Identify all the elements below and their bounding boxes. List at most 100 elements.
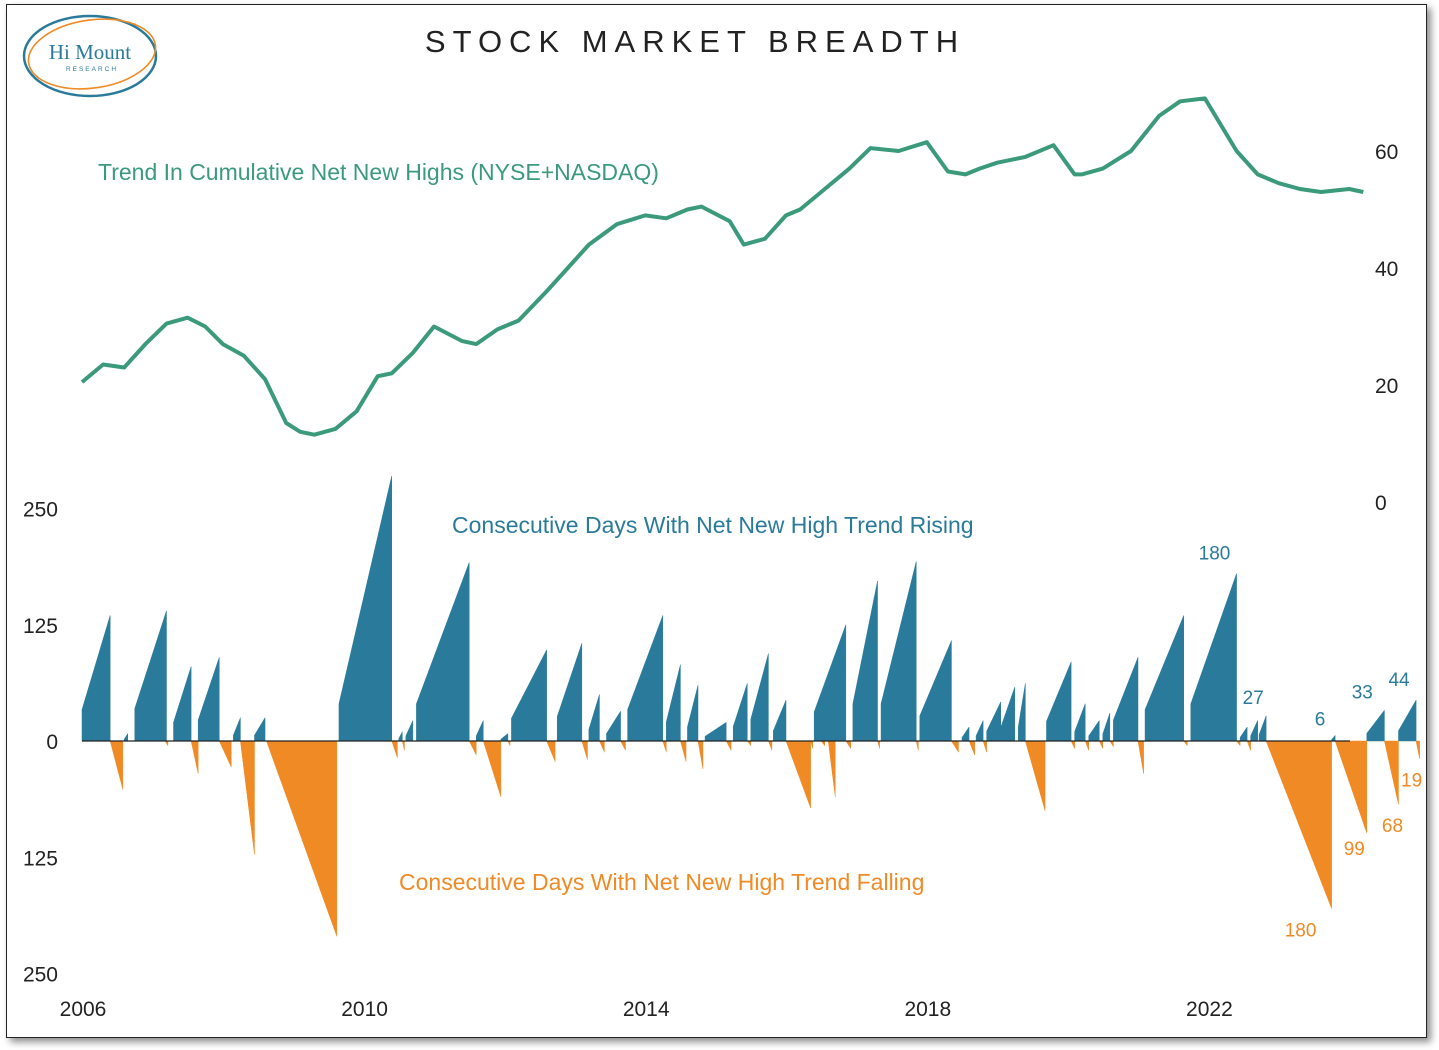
falling-run-24 [827, 740, 836, 797]
falling-run-17 [697, 740, 704, 769]
rising-run-27 [919, 640, 952, 742]
rising-run-31 [1000, 686, 1016, 742]
falling-run-0 [109, 740, 124, 790]
falling-run-14 [620, 740, 626, 751]
falling-run-31 [1025, 740, 1046, 811]
left-tick-3: 125 [23, 847, 58, 870]
rising-label-27: 27 [1243, 688, 1264, 709]
left-tick-2: 0 [46, 731, 58, 754]
falling-run-3 [218, 740, 232, 768]
falling-run-41 [1334, 740, 1368, 834]
falling-run-19 [746, 740, 752, 747]
rising-run-37 [1113, 657, 1139, 742]
falling-run-30 [982, 740, 987, 753]
rising-run-40 [1239, 726, 1248, 742]
falling-label-68: 68 [1382, 816, 1403, 837]
falling-run-1 [164, 740, 169, 747]
rising-run-35 [1088, 719, 1100, 742]
falling-run-35 [1109, 740, 1114, 748]
falling-run-29 [968, 740, 975, 756]
rising-run-9 [405, 720, 414, 742]
falling-run-7 [402, 740, 405, 751]
left-tick-1: 125 [23, 615, 58, 638]
rising-run-6 [254, 716, 266, 742]
rising-run-22 [750, 653, 769, 742]
logo-subtext: RESEARCH [66, 66, 118, 73]
falling-run-42 [1384, 740, 1399, 805]
rising-run-39 [1190, 573, 1237, 742]
falling-label-99: 99 [1344, 839, 1365, 860]
falling-run-6 [391, 740, 398, 758]
falling-run-36 [1137, 740, 1144, 774]
rising-run-1 [123, 732, 129, 742]
falling-series-label: Consecutive Days With Net New High Trend… [399, 869, 924, 895]
logo-ring-blue [22, 14, 158, 98]
falling-run-10 [507, 740, 511, 746]
falling-run-4 [240, 740, 255, 855]
rising-run-41 [1250, 720, 1258, 742]
rising-run-8 [398, 731, 403, 742]
rising-run-14 [556, 643, 583, 742]
falling-run-38 [1236, 740, 1241, 747]
rising-run-2 [134, 610, 167, 742]
rising-run-30 [986, 701, 1001, 742]
rising-run-17 [627, 615, 664, 742]
rising-run-0 [81, 615, 111, 742]
chart-frame [6, 4, 1427, 1038]
days-bars [81, 475, 1420, 937]
rising-run-13 [511, 649, 547, 742]
rising-run-32 [1018, 683, 1026, 742]
rising-label-180: 180 [1199, 544, 1231, 565]
rising-run-20 [704, 721, 727, 742]
right-tick-20: 20 [1375, 375, 1398, 398]
falling-run-26 [877, 740, 880, 749]
rising-run-18 [666, 664, 681, 742]
left-tick-0: 250 [23, 499, 58, 522]
rising-run-19 [687, 685, 699, 742]
rising-run-16 [606, 710, 621, 742]
right-tick-60: 60 [1375, 141, 1398, 164]
logo-text: Hi Mount [49, 40, 131, 64]
rising-series-label: Consecutive Days With Net New High Trend… [452, 512, 974, 538]
point-labels: 180 27 6 33 44 180 99 68 19 [1199, 544, 1423, 942]
rising-run-15 [588, 694, 600, 742]
falling-run-13 [599, 740, 605, 753]
x-tick-2022: 2022 [1186, 998, 1233, 1021]
rising-label-6: 6 [1315, 709, 1326, 730]
rising-run-5 [233, 717, 241, 742]
x-tick-2014: 2014 [623, 998, 670, 1021]
rising-run-3 [173, 666, 192, 742]
falling-run-5 [266, 740, 338, 937]
falling-run-21 [785, 740, 811, 809]
rising-run-43 [1331, 734, 1336, 742]
rising-run-7 [338, 475, 393, 742]
x-tick-2006: 2006 [60, 998, 107, 1021]
rising-run-33 [1046, 661, 1072, 742]
falling-run-27 [915, 740, 919, 751]
falling-run-39 [1246, 740, 1251, 751]
trend-line [80, 96, 1364, 437]
rising-run-28 [961, 726, 970, 742]
falling-run-40 [1265, 740, 1332, 909]
falling-run-11 [546, 740, 556, 762]
rising-label-44: 44 [1388, 670, 1410, 691]
falling-run-22 [810, 740, 814, 749]
falling-run-8 [468, 740, 477, 756]
rising-run-45 [1398, 699, 1417, 742]
hi-mount-logo: Hi Mount RESEARCH [22, 14, 158, 98]
falling-run-43 [1415, 740, 1420, 759]
rising-run-34 [1074, 703, 1086, 742]
rising-run-21 [732, 683, 748, 742]
rising-label-33: 33 [1352, 682, 1373, 703]
rising-run-25 [852, 580, 878, 742]
rising-run-36 [1102, 713, 1111, 742]
left-tick-4: 250 [23, 964, 58, 987]
x-tick-2018: 2018 [904, 998, 951, 1021]
falling-run-20 [768, 740, 773, 751]
rising-run-38 [1144, 615, 1185, 742]
trend-series-label: Trend In Cumulative Net New Highs (NYSE+… [98, 159, 659, 185]
falling-run-18 [725, 740, 732, 751]
rising-run-12 [500, 733, 509, 742]
falling-run-33 [1084, 740, 1089, 751]
